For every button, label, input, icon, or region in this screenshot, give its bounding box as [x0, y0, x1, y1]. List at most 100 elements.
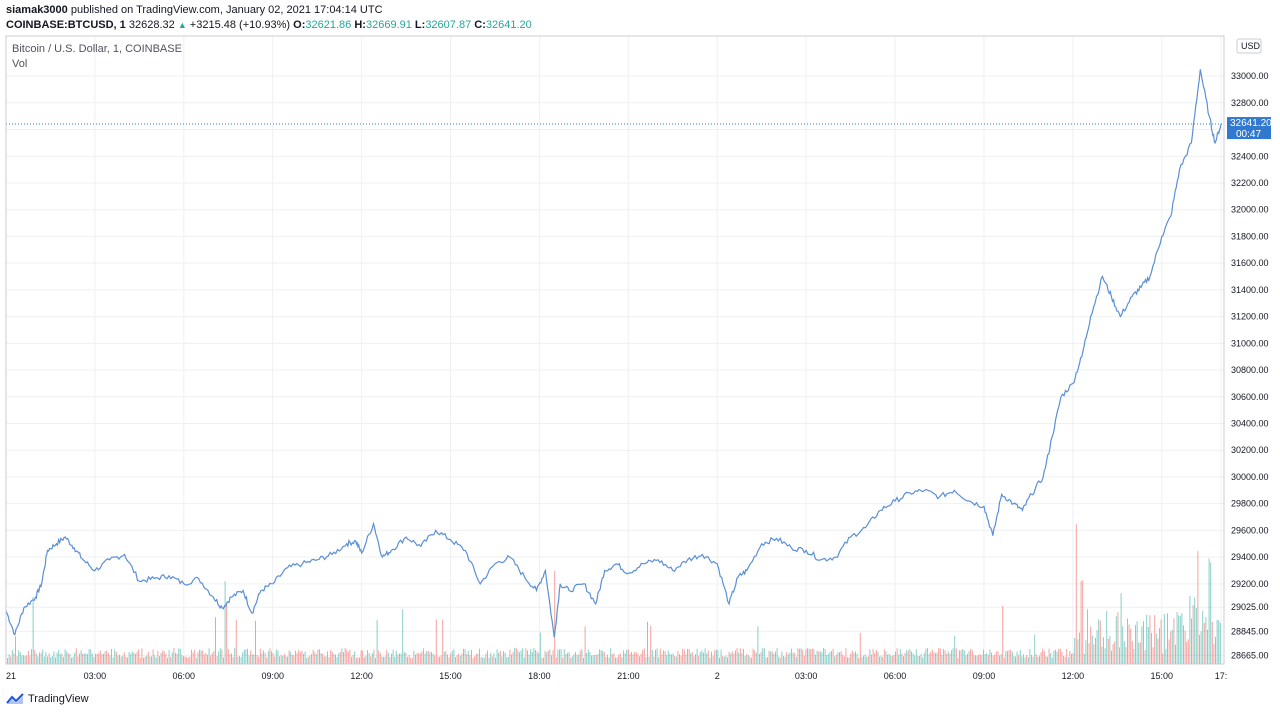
volume-bar: [1002, 606, 1004, 664]
volume-bar: [1037, 656, 1039, 664]
volume-bar: [18, 650, 20, 664]
volume-bar: [427, 650, 429, 664]
volume-bar: [557, 649, 559, 664]
tradingview-logo-icon[interactable]: [6, 693, 24, 705]
volume-bar: [389, 657, 391, 664]
volume-bar: [269, 648, 271, 664]
volume-bar: [16, 656, 18, 664]
volume-bar: [584, 626, 586, 664]
volume-bar: [1122, 626, 1124, 664]
volume-bar: [755, 652, 757, 664]
volume-bar: [627, 649, 629, 664]
volume-bar: [1106, 610, 1108, 664]
currency-badge[interactable]: USD: [1236, 38, 1262, 54]
volume-bar: [653, 656, 655, 664]
volume-bar: [747, 655, 749, 664]
price-chart[interactable]: 28665.00 28845.00 29025.00 29200.00 29400.00…: [0, 34, 1280, 690]
volume-bar: [680, 655, 682, 664]
volume-bar: [339, 651, 341, 664]
volume-bar: [354, 651, 356, 664]
volume-bar: [775, 651, 776, 664]
volume-bar: [594, 655, 596, 664]
volume-bar: [683, 649, 685, 664]
volume-bar: [146, 655, 148, 664]
volume-bar: [440, 655, 442, 664]
volume-bar: [55, 657, 56, 664]
volume-bar: [647, 621, 648, 664]
volume-bar: [1019, 649, 1021, 664]
volume-bar: [535, 650, 536, 664]
volume-bar: [176, 653, 178, 664]
volume-bar: [349, 649, 351, 664]
volume-bar: [1011, 651, 1013, 664]
volume-bar: [19, 652, 21, 664]
volume-bar: [759, 654, 760, 664]
volume-bar: [1007, 650, 1008, 664]
volume-bar: [704, 648, 706, 664]
close-value: 32641.20: [485, 19, 532, 31]
volume-bar: [327, 651, 328, 664]
publisher-line: siamak3000 published on TradingView.com,…: [6, 3, 532, 18]
volume-bar: [784, 656, 786, 664]
volume-bar: [1034, 634, 1036, 664]
author-name[interactable]: siamak3000: [6, 4, 68, 16]
volume-bar: [850, 653, 852, 664]
brand-label[interactable]: TradingView: [28, 693, 89, 705]
volume-bar: [469, 655, 471, 664]
volume-bar: [115, 651, 117, 664]
volume-bar: [517, 650, 519, 664]
volume-bar: [75, 648, 77, 664]
time-tick-label: 15:00: [439, 671, 462, 681]
volume-bar: [1119, 647, 1120, 664]
time-tick-label: 21: [6, 671, 16, 681]
high-value: 32669.91: [365, 19, 412, 31]
volume-bar: [547, 650, 549, 664]
price-tick-label: 30600.00: [1231, 392, 1269, 402]
volume-bar: [986, 653, 988, 664]
volume-bar: [395, 650, 397, 664]
volume-bar: [96, 654, 98, 664]
time-axis[interactable]: 21 03:00 06:00 09:00 12:00 15:00 18:00 21:00 2 03…: [6, 671, 1227, 681]
last-price-tag: 32641.20 00:47: [1227, 117, 1272, 140]
volume-bar: [701, 650, 703, 664]
volume-bar: [690, 653, 692, 664]
volume-bar: [7, 658, 8, 664]
volume-bar: [671, 654, 672, 664]
volume-bar: [1195, 608, 1197, 664]
price-line: [5, 69, 1222, 638]
volume-bar: [1170, 631, 1172, 664]
volume-bar: [376, 620, 378, 664]
volume-bar: [1043, 650, 1045, 664]
volume-bar: [347, 651, 349, 664]
volume-bar: [603, 652, 605, 664]
volume-bar: [739, 648, 741, 664]
volume-bar: [757, 626, 759, 664]
volume-bar: [831, 651, 832, 664]
volume-bar: [51, 655, 53, 664]
volume-bar: [424, 653, 426, 664]
volume-bar: [360, 650, 362, 664]
price-tick-label: 31800.00: [1231, 231, 1269, 241]
countdown-label: 00:47: [1236, 129, 1261, 140]
price-axis[interactable]: 28665.00 28845.00 29025.00 29200.00 29400.00…: [1231, 71, 1269, 660]
volume-bar: [471, 650, 472, 664]
volume-bar: [1091, 635, 1093, 664]
legend-title: Bitcoin / U.S. Dollar, 1, COINBASE: [12, 43, 182, 55]
volume-bar: [522, 648, 524, 664]
volume-bar: [197, 652, 199, 664]
volume-bar: [391, 653, 392, 664]
volume-bar: [677, 651, 679, 664]
volume-bar: [1039, 655, 1040, 664]
volume-bar: [1074, 638, 1076, 664]
volume-bar: [303, 653, 304, 664]
volume-bar: [122, 655, 124, 664]
volume-bar: [293, 655, 295, 664]
volume-bar: [40, 653, 42, 664]
volume-bar: [23, 655, 24, 664]
volume-bar: [277, 650, 279, 664]
volume-bar: [567, 652, 568, 664]
volume-bar: [136, 651, 138, 664]
volume-bar: [531, 651, 533, 664]
volume-bar: [368, 653, 370, 664]
volume-bar: [664, 651, 666, 664]
